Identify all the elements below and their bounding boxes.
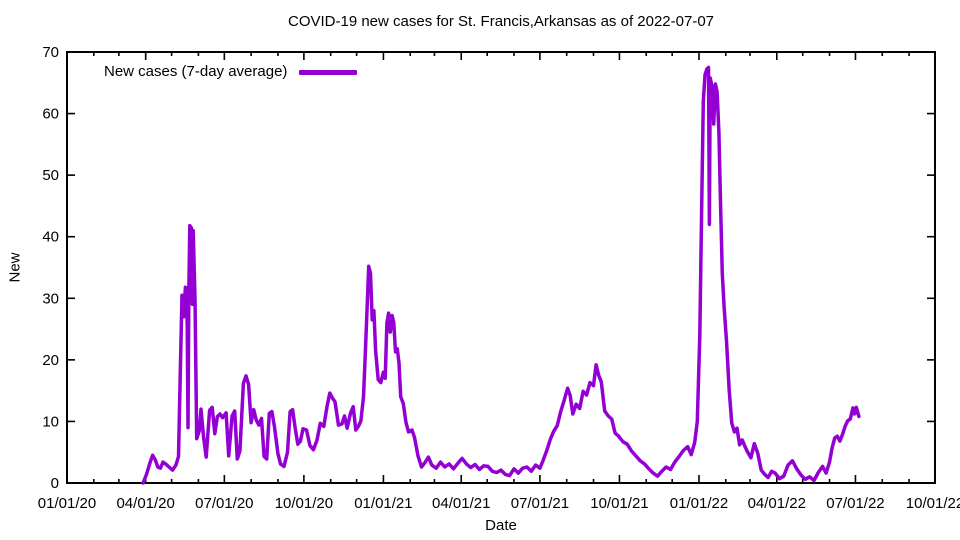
x-axis-label: Date [485,517,517,534]
y-tick-label: 60 [42,106,59,123]
x-tick-label: 04/01/22 [748,495,806,512]
plot-border [66,51,936,484]
y-tick-label: 40 [42,229,59,246]
x-tick-label: 04/01/21 [432,495,490,512]
x-tick-label: 07/01/21 [511,495,569,512]
y-tick-label: 20 [42,352,59,369]
x-tick-label: 10/01/22 [906,495,960,512]
legend-line-sample [299,69,358,75]
x-tick-label: 01/01/20 [38,495,96,512]
x-tick-label: 01/01/21 [354,495,412,512]
x-tick-label: 10/01/21 [590,495,648,512]
x-tick-label: 07/01/22 [826,495,884,512]
data-line [141,65,861,485]
y-tick-label: 30 [42,290,59,307]
x-tick-label: 04/01/20 [116,495,174,512]
x-tick-label: 07/01/20 [195,495,253,512]
y-tick-label: 50 [42,167,59,184]
chart-title: COVID-19 new cases for St. Francis,Arkan… [287,13,715,30]
x-tick-label: 10/01/20 [275,495,333,512]
x-tick-label: 01/01/22 [670,495,728,512]
y-tick-label: 70 [42,44,59,61]
y-axis-label: New [6,252,24,283]
legend-label: New cases (7-day average) [104,63,288,80]
legend: New cases (7-day average) [104,63,358,81]
y-tick-label: 10 [42,413,59,430]
y-tick-label: 0 [51,475,59,492]
